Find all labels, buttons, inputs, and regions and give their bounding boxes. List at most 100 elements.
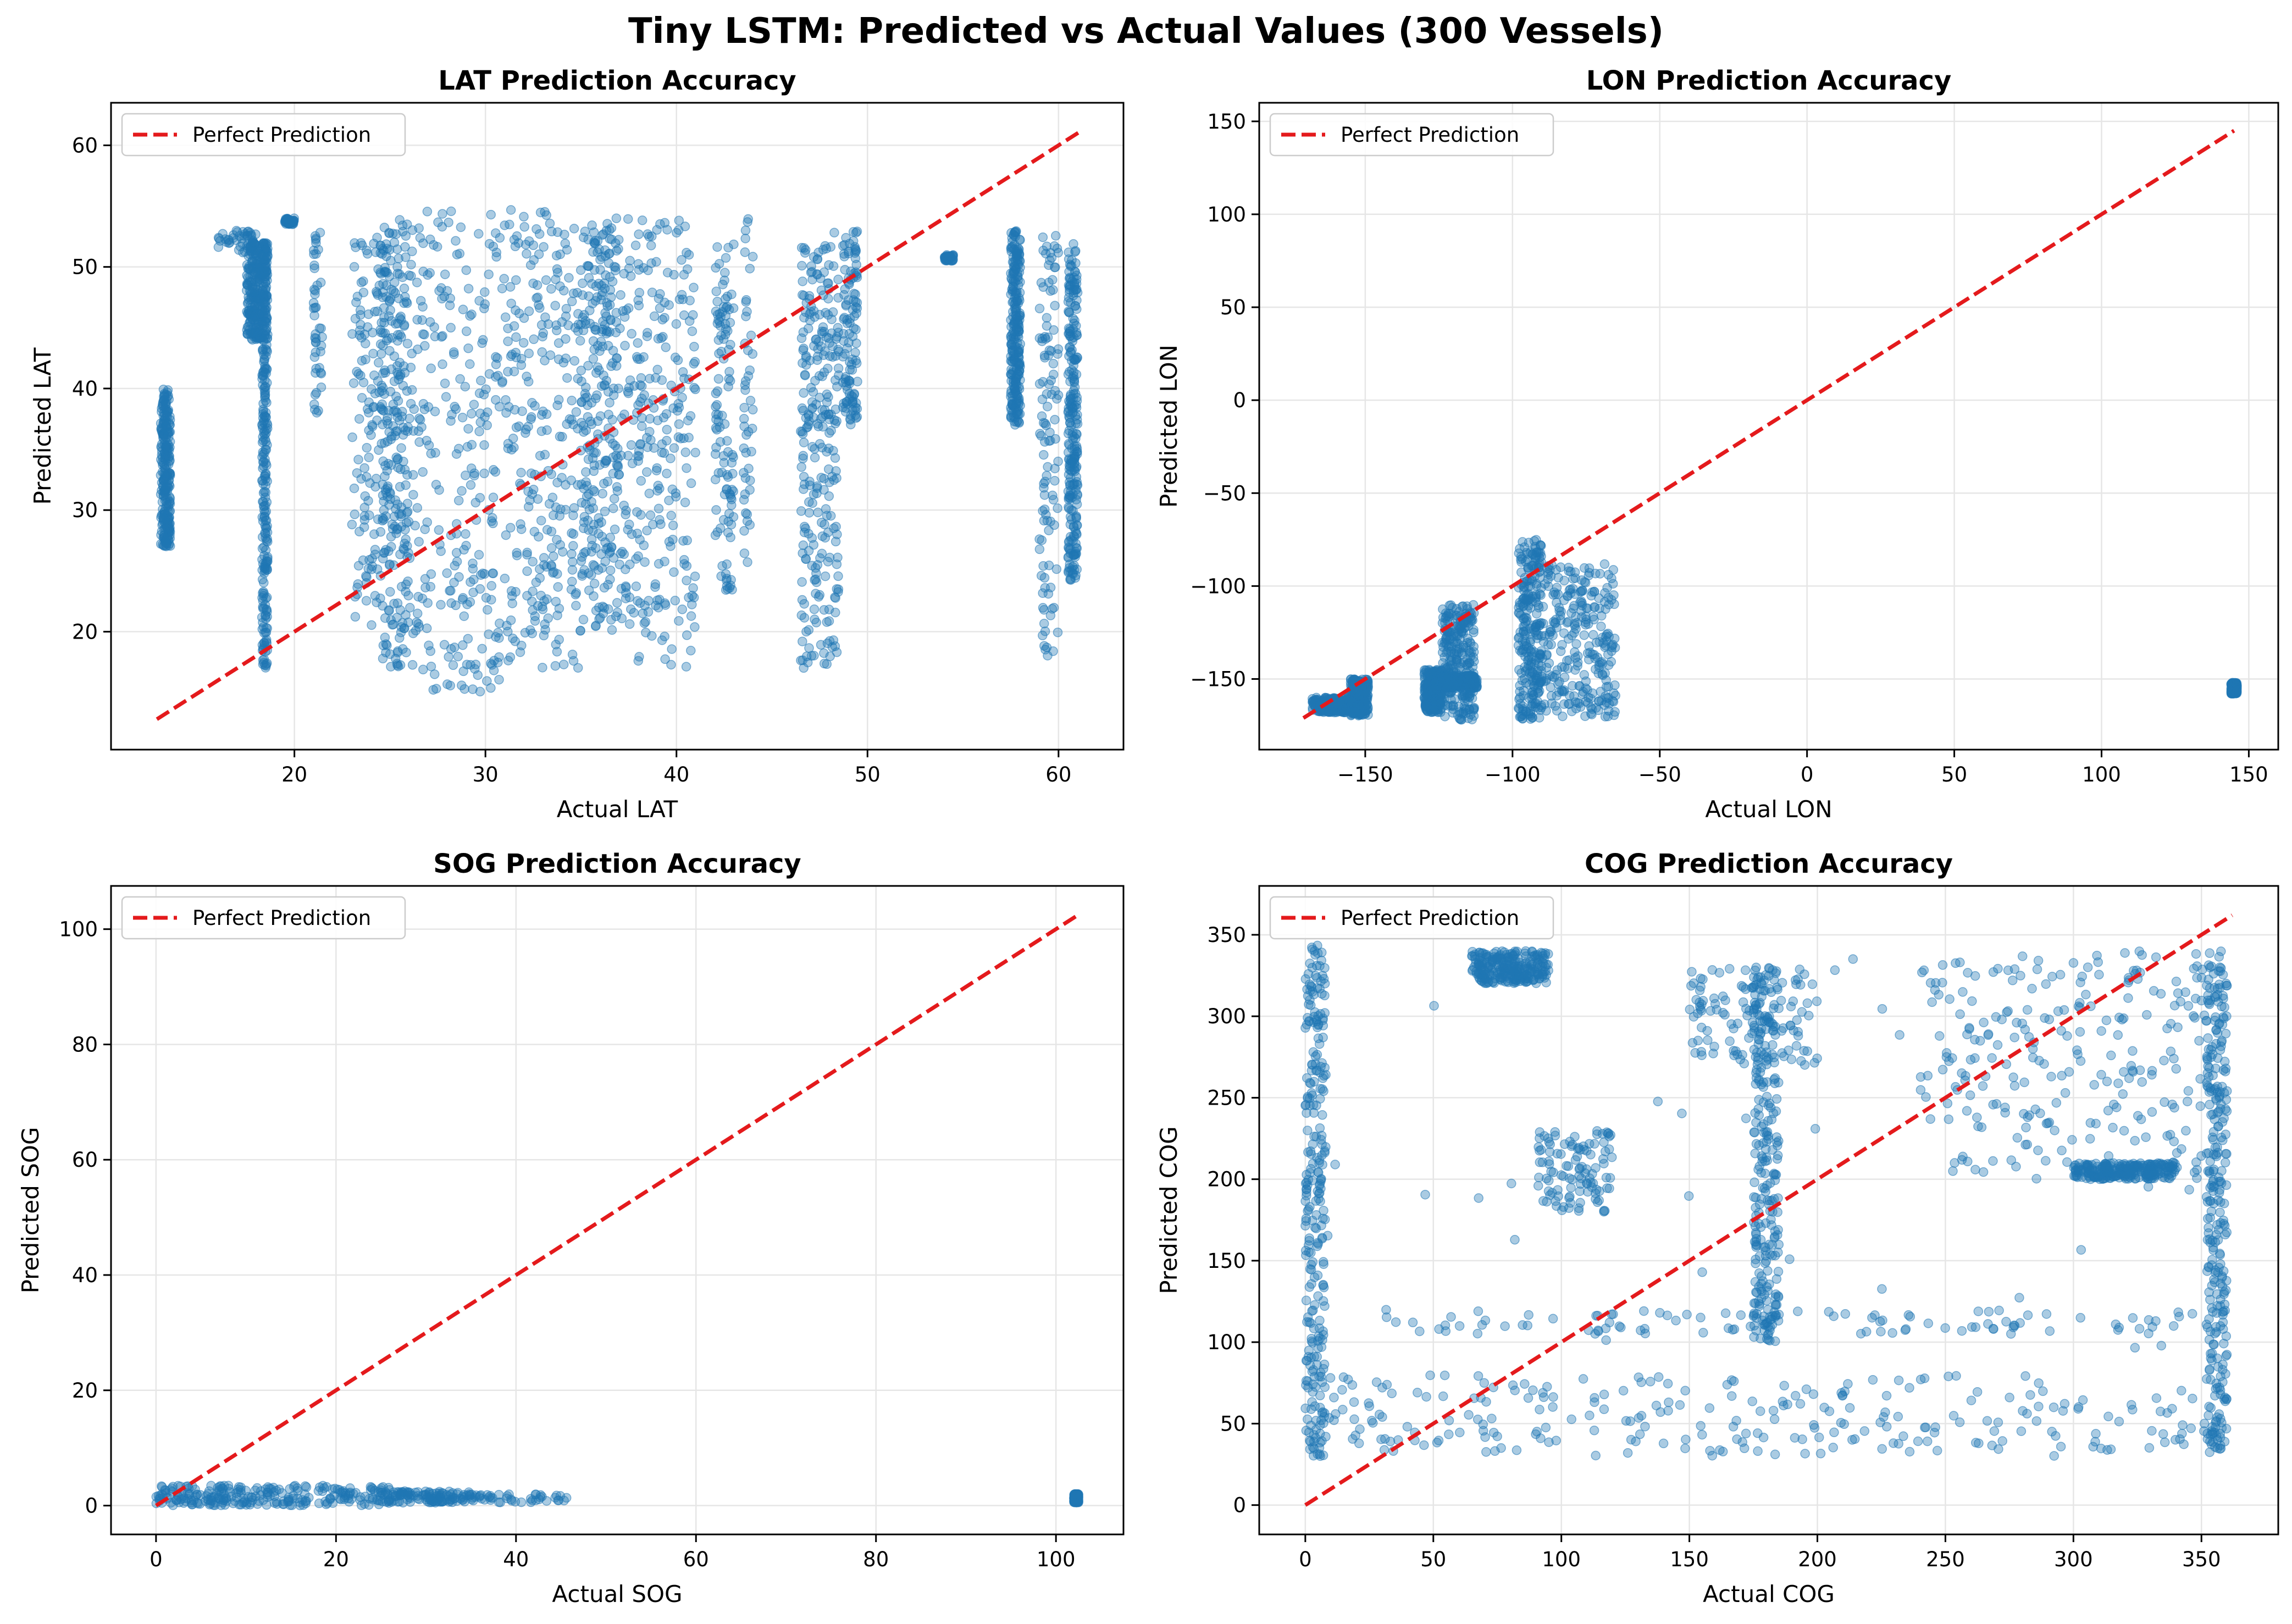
data-point [674, 419, 684, 429]
data-point [391, 391, 401, 402]
data-point [1064, 469, 1074, 480]
data-point [315, 278, 326, 287]
data-point [1008, 365, 1018, 375]
data-point [677, 392, 687, 403]
data-point [801, 423, 812, 433]
data-point [811, 399, 821, 409]
data-point [353, 369, 363, 379]
data-point [660, 313, 669, 323]
data-point [475, 492, 485, 503]
data-point [1011, 377, 1021, 387]
data-point [361, 596, 372, 606]
data-point [670, 596, 680, 606]
data-point [567, 565, 578, 575]
data-point [157, 423, 167, 433]
data-point [258, 501, 269, 512]
subplot-title: LAT Prediction Accuracy [438, 65, 796, 96]
data-point [528, 484, 539, 495]
data-point [552, 535, 562, 545]
data-point [408, 470, 418, 480]
data-point [369, 370, 379, 380]
data-point [438, 209, 447, 219]
data-point [1048, 358, 1059, 369]
data-point [518, 338, 529, 348]
data-point [597, 489, 607, 498]
data-point [646, 240, 656, 251]
data-point [430, 406, 440, 417]
data-point [1037, 535, 1047, 545]
data-point [561, 480, 571, 490]
data-point [422, 207, 433, 217]
data-point [740, 234, 750, 243]
data-point [645, 374, 655, 384]
data-point [748, 349, 758, 359]
data-point [686, 611, 696, 621]
data-point [557, 317, 567, 327]
data-point [454, 572, 464, 582]
data-point [528, 278, 538, 289]
data-point [420, 583, 430, 592]
data-point [501, 408, 511, 418]
data-point [390, 431, 400, 441]
data-point [669, 443, 679, 453]
data-point [1014, 248, 1024, 258]
y-axis-label: Predicted LAT [29, 347, 56, 505]
data-point [1072, 410, 1082, 420]
data-point [627, 458, 638, 468]
data-point [689, 383, 699, 393]
data-point [625, 256, 635, 266]
data-point [711, 286, 722, 296]
data-point [1036, 431, 1046, 441]
data-point [571, 407, 582, 417]
data-point [798, 548, 807, 558]
data-point [1042, 313, 1052, 323]
data-point [260, 566, 270, 576]
data-point [686, 478, 696, 489]
data-point [245, 242, 256, 252]
data-point [833, 552, 843, 563]
data-point [378, 516, 387, 526]
data-point [614, 559, 625, 569]
data-point [607, 625, 617, 635]
data-point [457, 412, 468, 423]
data-point [490, 467, 501, 477]
data-point [743, 371, 754, 381]
data-point [462, 599, 472, 609]
data-point [804, 643, 814, 653]
data-point [580, 389, 590, 399]
data-point [349, 262, 359, 272]
data-point [524, 348, 534, 358]
data-point [1050, 301, 1060, 311]
data-point [1422, 689, 1432, 699]
data-point [1014, 347, 1024, 357]
data-point [839, 290, 849, 300]
data-point [453, 651, 463, 662]
data-point [682, 630, 692, 640]
data-point [1009, 412, 1018, 422]
data-point [309, 311, 319, 320]
data-point [800, 370, 810, 380]
data-point [612, 246, 622, 256]
data-point [662, 225, 672, 235]
data-point [552, 264, 562, 274]
data-point [549, 510, 558, 520]
data-point [531, 577, 541, 587]
data-point [611, 213, 622, 224]
data-point [619, 269, 629, 279]
data-point [597, 287, 608, 297]
data-point [546, 543, 557, 553]
data-point [1071, 400, 1081, 410]
data-point [402, 541, 412, 551]
data-point [623, 451, 633, 461]
data-point [506, 523, 516, 533]
data-point [475, 686, 485, 697]
data-point [807, 442, 817, 452]
data-point [494, 633, 504, 643]
data-point [400, 425, 410, 435]
data-point [745, 475, 755, 485]
data-point [636, 381, 647, 391]
data-point [824, 491, 834, 501]
data-point [804, 508, 815, 518]
data-point [394, 509, 404, 519]
